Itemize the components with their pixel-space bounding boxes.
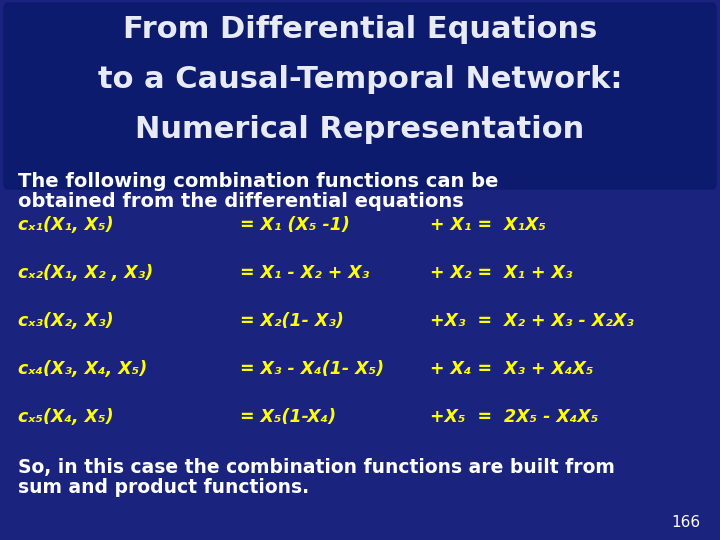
Text: + X₄ =  X₃ + X₄X₅: + X₄ = X₃ + X₄X₅ [430,360,593,378]
Text: The following combination functions can be: The following combination functions can … [18,172,498,191]
Text: = X₃ - X₄(1- X₅): = X₃ - X₄(1- X₅) [240,360,384,378]
Text: obtained from the differential equations: obtained from the differential equations [18,192,464,211]
Text: = X₅(1-X₄): = X₅(1-X₄) [240,408,336,426]
Text: sum and product functions.: sum and product functions. [18,478,309,497]
Text: cₓ₅(X₄, X₅): cₓ₅(X₄, X₅) [18,408,114,426]
Text: + X₂ =  X₁ + X₃: + X₂ = X₁ + X₃ [430,264,572,282]
Text: +X₅  =  2X₅ - X₄X₅: +X₅ = 2X₅ - X₄X₅ [430,408,598,426]
Text: cₓ₃(X₂, X₃): cₓ₃(X₂, X₃) [18,312,114,330]
Text: +X₃  =  X₂ + X₃ - X₂X₃: +X₃ = X₂ + X₃ - X₂X₃ [430,312,634,330]
Text: cₓ₄(X₃, X₄, X₅): cₓ₄(X₃, X₄, X₅) [18,360,148,378]
FancyBboxPatch shape [4,3,716,189]
Text: From Differential Equations: From Differential Equations [123,16,597,44]
Text: = X₁ - X₂ + X₃: = X₁ - X₂ + X₃ [240,264,369,282]
Text: So, in this case the combination functions are built from: So, in this case the combination functio… [18,458,615,477]
Text: 166: 166 [671,515,700,530]
Text: cₓ₁(X₁, X₅): cₓ₁(X₁, X₅) [18,216,114,234]
Text: to a Causal-Temporal Network:: to a Causal-Temporal Network: [98,65,622,94]
Text: = X₁ (X₅ -1): = X₁ (X₅ -1) [240,216,350,234]
Text: = X₂(1- X₃): = X₂(1- X₃) [240,312,344,330]
Text: Numerical Representation: Numerical Representation [135,116,585,145]
Text: cₓ₂(X₁, X₂ , X₃): cₓ₂(X₁, X₂ , X₃) [18,264,153,282]
Text: + X₁ =  X₁X₅: + X₁ = X₁X₅ [430,216,546,234]
